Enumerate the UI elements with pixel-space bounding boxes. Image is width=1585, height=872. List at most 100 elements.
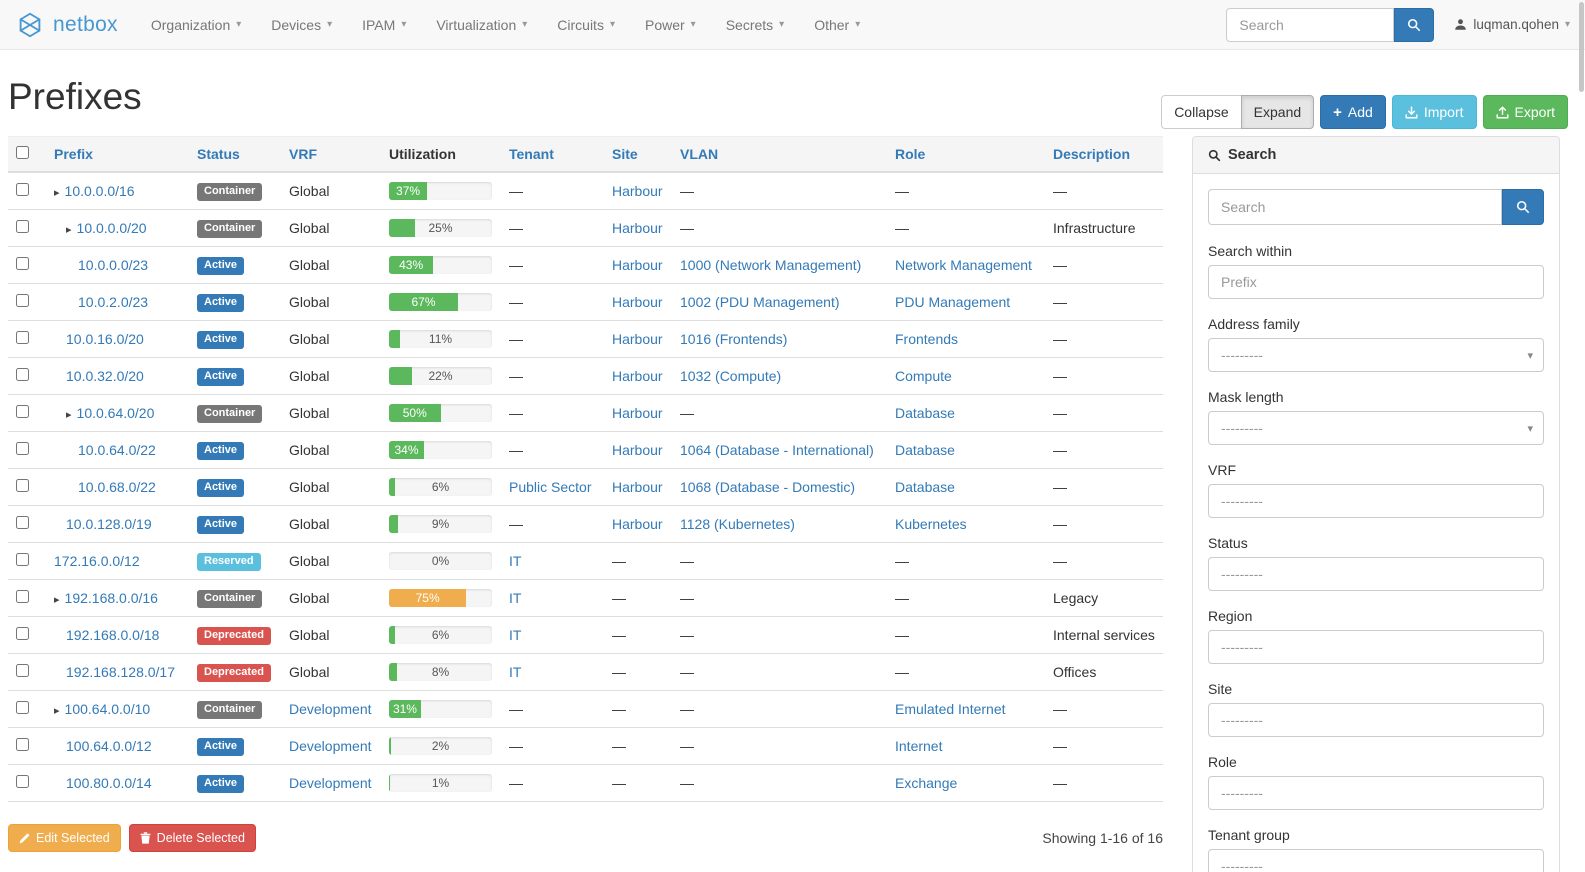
vlan-link[interactable]: 1128 (Kubernetes) <box>680 516 795 532</box>
column-header-site[interactable]: Site <box>604 136 672 173</box>
filter-role-select[interactable]: --------- <box>1208 776 1544 810</box>
column-header-label[interactable]: Description <box>1053 146 1131 162</box>
expand-toggle-icon[interactable]: ▸ <box>54 187 60 199</box>
filter-search-within-input[interactable] <box>1208 265 1544 299</box>
vlan-link[interactable]: 1000 (Network Management) <box>680 257 862 273</box>
role-link[interactable]: Compute <box>895 368 952 384</box>
vlan-link[interactable]: 1016 (Frontends) <box>680 331 788 347</box>
column-header-label[interactable]: VLAN <box>680 146 719 162</box>
role-link[interactable]: Exchange <box>895 775 958 791</box>
column-header-label[interactable]: Tenant <box>509 146 554 162</box>
delete-selected-button[interactable]: Delete Selected <box>128 824 256 852</box>
nav-menu-organization[interactable]: Organization ▾ <box>136 0 256 50</box>
site-link[interactable]: Harbour <box>612 183 663 199</box>
prefix-link[interactable]: 172.16.0.0/12 <box>54 553 140 569</box>
export-button[interactable]: Export <box>1482 95 1568 129</box>
prefix-link[interactable]: 10.0.16.0/20 <box>66 331 144 347</box>
site-link[interactable]: Harbour <box>612 331 663 347</box>
nav-menu-ipam[interactable]: IPAM ▾ <box>347 0 421 50</box>
column-header-role[interactable]: Role <box>887 136 1045 173</box>
site-link[interactable]: Harbour <box>612 257 663 273</box>
role-link[interactable]: Internet <box>895 738 943 754</box>
tenant-link[interactable]: IT <box>509 553 522 569</box>
vrf-link[interactable]: Development <box>289 738 372 754</box>
column-header-vlan[interactable]: VLAN <box>672 136 887 173</box>
column-header-vrf[interactable]: VRF <box>281 136 381 173</box>
row-checkbox[interactable] <box>16 368 29 381</box>
site-link[interactable]: Harbour <box>612 442 663 458</box>
role-link[interactable]: Network Management <box>895 257 1032 273</box>
expand-toggle-icon[interactable]: ▸ <box>54 594 60 606</box>
tenant-link[interactable]: IT <box>509 627 522 643</box>
column-header-prefix[interactable]: Prefix <box>46 136 189 173</box>
filter-address-family-select[interactable]: --------- ▾ <box>1208 338 1544 372</box>
nav-menu-other[interactable]: Other ▾ <box>799 0 875 50</box>
prefix-link[interactable]: 10.0.0.0/23 <box>78 257 149 273</box>
site-link[interactable]: Harbour <box>612 479 663 495</box>
nav-menu-virtualization[interactable]: Virtualization ▾ <box>421 0 542 50</box>
nav-menu-devices[interactable]: Devices ▾ <box>256 0 347 50</box>
role-link[interactable]: Database <box>895 442 955 458</box>
row-checkbox[interactable] <box>16 442 29 455</box>
row-checkbox[interactable] <box>16 701 29 714</box>
prefix-link[interactable]: 10.0.2.0/23 <box>78 294 149 310</box>
tenant-link[interactable]: IT <box>509 664 522 680</box>
vrf-link[interactable]: Development <box>289 701 372 717</box>
column-header-label[interactable]: Status <box>197 146 240 162</box>
prefix-link[interactable]: 10.0.32.0/20 <box>66 368 144 384</box>
tenant-link[interactable]: Public Sector <box>509 479 592 495</box>
row-checkbox[interactable] <box>16 627 29 640</box>
vlan-link[interactable]: 1064 (Database - International) <box>680 442 874 458</box>
prefix-link[interactable]: 10.0.64.0/20 <box>76 405 155 421</box>
vlan-link[interactable]: 1002 (PDU Management) <box>680 294 840 310</box>
column-header-tenant[interactable]: Tenant <box>501 136 604 173</box>
column-header-label[interactable]: VRF <box>289 146 317 162</box>
prefix-link[interactable]: 192.168.0.0/16 <box>64 590 158 606</box>
prefix-link[interactable]: 10.0.68.0/22 <box>78 479 156 495</box>
collapse-button[interactable]: Collapse <box>1161 95 1242 129</box>
site-link[interactable]: Harbour <box>612 220 663 236</box>
filter-vrf-select[interactable]: --------- <box>1208 484 1544 518</box>
expand-toggle-icon[interactable]: ▸ <box>54 705 60 717</box>
navbar-search-input[interactable] <box>1226 7 1395 42</box>
column-header-label[interactable]: Site <box>612 146 638 162</box>
select-all-checkbox[interactable] <box>16 146 29 159</box>
navbar-search-button[interactable] <box>1394 7 1435 42</box>
row-checkbox[interactable] <box>16 294 29 307</box>
column-header-description[interactable]: Description <box>1045 136 1163 173</box>
tenant-link[interactable]: IT <box>509 590 522 606</box>
prefix-link[interactable]: 192.168.0.0/18 <box>66 627 160 643</box>
role-link[interactable]: PDU Management <box>895 294 1011 310</box>
site-link[interactable]: Harbour <box>612 405 663 421</box>
filter-region-select[interactable]: --------- <box>1208 630 1544 664</box>
prefix-link[interactable]: 10.0.64.0/22 <box>78 442 156 458</box>
role-link[interactable]: Frontends <box>895 331 959 347</box>
nav-menu-power[interactable]: Power ▾ <box>630 0 711 50</box>
filter-search-input[interactable] <box>1208 189 1502 225</box>
site-link[interactable]: Harbour <box>612 294 663 310</box>
scrollbar[interactable] <box>1579 2 1584 92</box>
row-checkbox[interactable] <box>16 479 29 492</box>
expand-button[interactable]: Expand <box>1240 95 1315 129</box>
site-link[interactable]: Harbour <box>612 368 663 384</box>
site-link[interactable]: Harbour <box>612 516 663 532</box>
column-header-label[interactable]: Role <box>895 146 926 162</box>
column-header-status[interactable]: Status <box>189 136 281 173</box>
prefix-link[interactable]: 192.168.128.0/17 <box>66 664 175 680</box>
add-button[interactable]: + Add <box>1320 95 1386 129</box>
vrf-link[interactable]: Development <box>289 775 372 791</box>
row-checkbox[interactable] <box>16 183 29 196</box>
expand-toggle-icon[interactable]: ▸ <box>66 409 72 421</box>
filter-tenant-group-select[interactable]: --------- <box>1208 849 1544 872</box>
role-link[interactable]: Database <box>895 405 955 421</box>
row-checkbox[interactable] <box>16 664 29 677</box>
user-menu[interactable]: luqman.qohen ▾ <box>1454 17 1570 32</box>
prefix-link[interactable]: 10.0.0.0/20 <box>76 220 147 236</box>
prefix-link[interactable]: 10.0.128.0/19 <box>66 516 152 532</box>
filter-search-button[interactable] <box>1502 189 1544 225</box>
role-link[interactable]: Database <box>895 479 955 495</box>
vlan-link[interactable]: 1032 (Compute) <box>680 368 782 384</box>
role-link[interactable]: Emulated Internet <box>895 701 1006 717</box>
prefix-link[interactable]: 10.0.0.0/16 <box>64 183 135 199</box>
filter-site-select[interactable]: --------- <box>1208 703 1544 737</box>
